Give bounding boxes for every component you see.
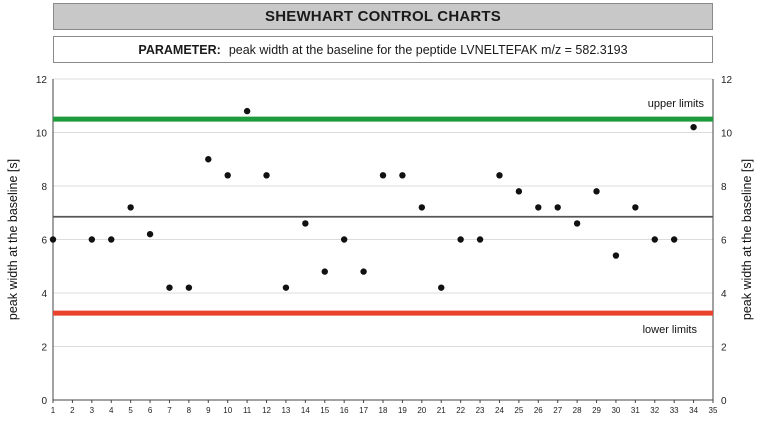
data-point [651, 236, 658, 243]
x-tick-label: 31 [631, 406, 640, 415]
x-tick-label: 7 [167, 406, 172, 415]
y-tick-label-left: 10 [36, 129, 48, 140]
y-tick-label-right: 8 [721, 182, 727, 193]
x-tick-label: 13 [281, 406, 290, 415]
x-tick-label: 34 [689, 406, 698, 415]
x-tick-label: 22 [456, 406, 465, 415]
x-tick-label: 10 [223, 406, 232, 415]
data-point [535, 204, 542, 211]
x-tick-label: 35 [709, 406, 718, 415]
chart-title: SHEWHART CONTROL CHARTS [265, 8, 501, 25]
x-tick-label: 18 [379, 406, 388, 415]
data-point [302, 220, 309, 227]
data-point [243, 107, 251, 115]
y-tick-label-left: 4 [41, 289, 47, 300]
parameter-text: peak width at the baseline for the pepti… [228, 42, 628, 57]
x-tick-label: 27 [553, 406, 562, 415]
control-lines [53, 116, 713, 316]
data-point [88, 236, 96, 243]
data-point [554, 204, 561, 211]
x-tick-label: 16 [340, 406, 349, 415]
y-tick-label-left: 12 [36, 75, 48, 86]
y-axis-title-left: peak width at the baseline [s] [6, 159, 20, 320]
x-tick-label: 26 [534, 406, 543, 415]
parameter-label: PARAMETER: [138, 42, 221, 57]
y-tick-label-left: 8 [41, 182, 47, 193]
data-point [438, 284, 445, 291]
data-point [418, 204, 426, 211]
data-point [360, 268, 367, 275]
data-point [515, 188, 523, 195]
x-tick-label: 2 [70, 406, 75, 415]
x-tick-label: 23 [476, 406, 485, 415]
x-tick-label: 5 [128, 406, 133, 415]
data-point [282, 284, 290, 291]
x-tick-label: 32 [650, 406, 659, 415]
chart-title-box: SHEWHART CONTROL CHARTS [53, 3, 713, 30]
x-tick-label: 15 [320, 406, 329, 415]
data-point [146, 230, 154, 238]
y-tick-label-left: 0 [41, 396, 47, 407]
x-tick-label: 17 [359, 406, 368, 415]
y-tick-label-right: 0 [721, 396, 727, 407]
x-tick-label: 14 [301, 406, 310, 415]
x-tick-label: 21 [437, 406, 446, 415]
data-point [573, 220, 581, 227]
data-point [340, 236, 348, 243]
data-point [690, 123, 697, 131]
data-point [379, 172, 387, 179]
data-point [593, 188, 600, 195]
y-tick-label-right: 2 [721, 343, 727, 354]
x-tick-label: 24 [495, 406, 504, 415]
data-point [670, 236, 678, 243]
data-point [166, 284, 173, 291]
x-tick-label: 1 [51, 406, 56, 415]
data-point [49, 236, 57, 243]
data-point [205, 156, 212, 163]
x-tick-label: 12 [262, 406, 271, 415]
y-tick-label-left: 6 [41, 236, 47, 247]
data-point [108, 236, 115, 243]
data-point [612, 252, 620, 259]
data-points [49, 107, 697, 291]
x-tick-label: 29 [592, 406, 601, 415]
data-point [476, 236, 484, 243]
x-tick-label: 19 [398, 406, 407, 415]
y-tick-label-left: 2 [41, 343, 47, 354]
lower-limits-label: lower limits [643, 324, 698, 336]
y-tick-label-right: 10 [721, 129, 733, 140]
data-point [399, 172, 406, 179]
data-point [457, 236, 464, 243]
x-tick-label: 3 [90, 406, 95, 415]
x-tick-label: 20 [417, 406, 426, 415]
y-axis-title-right: peak width at the baseline [s] [740, 159, 754, 320]
grid-layer [53, 78, 713, 347]
x-tick-label: 33 [670, 406, 679, 415]
data-point [263, 172, 270, 179]
chart-labels: peak width at the baseline [s] peak width… [6, 98, 754, 336]
x-tick-label: 8 [187, 406, 192, 415]
data-point [185, 284, 193, 291]
x-tick-label: 28 [573, 406, 582, 415]
data-point [224, 172, 231, 179]
data-point [127, 204, 134, 211]
x-tick-label: 4 [109, 406, 114, 415]
data-point [321, 268, 328, 275]
y-tick-label-right: 6 [721, 236, 727, 247]
upper-limits-label: upper limits [648, 98, 705, 110]
parameter-box: PARAMETER: peak width at the baseline fo… [53, 36, 713, 63]
data-point [632, 204, 639, 211]
x-tick-label: 30 [611, 406, 620, 415]
x-tick-label: 11 [243, 406, 252, 415]
y-tick-label-right: 4 [721, 289, 727, 300]
data-point [496, 172, 503, 179]
x-tick-label: 9 [206, 406, 211, 415]
x-tick-label: 6 [148, 406, 153, 415]
x-tick-label: 25 [514, 406, 523, 415]
y-tick-label-right: 12 [721, 75, 733, 86]
